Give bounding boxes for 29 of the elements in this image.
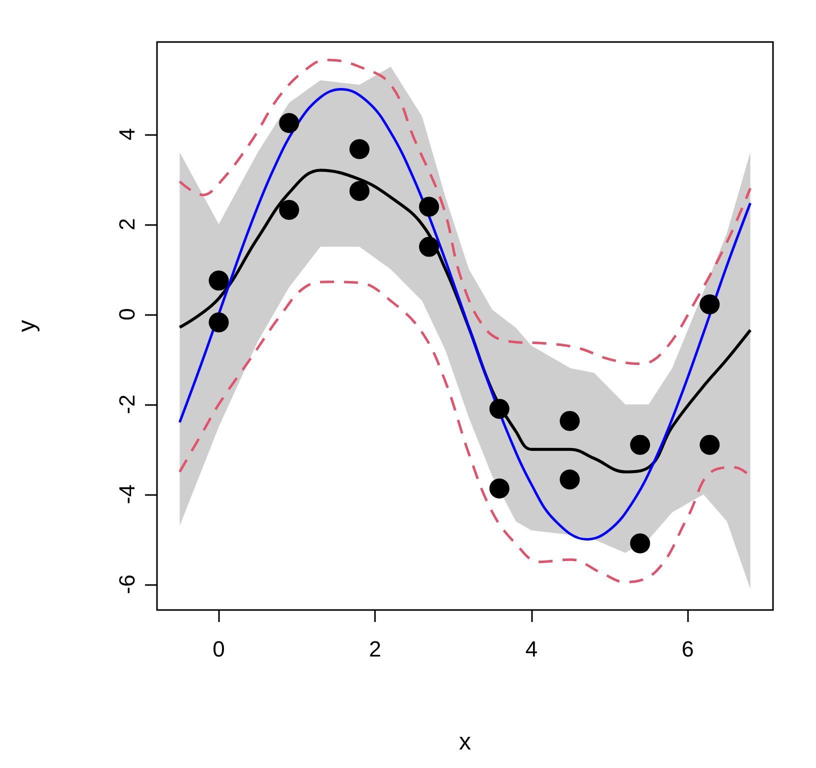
point — [279, 200, 300, 220]
point — [489, 478, 510, 498]
point — [208, 312, 229, 332]
y-tick-label: -4 — [114, 484, 140, 504]
point — [700, 434, 720, 455]
y-tick-label: 4 — [114, 128, 140, 140]
line-series — [178, 58, 752, 366]
x-axis-title: x — [459, 728, 471, 756]
x-tick-label: 6 — [682, 636, 694, 662]
point — [489, 398, 510, 419]
point — [700, 294, 720, 314]
y-tick-label: -6 — [114, 574, 140, 594]
point — [630, 533, 650, 554]
point — [349, 139, 370, 160]
point — [560, 469, 580, 490]
x-tick-label: 0 — [212, 636, 225, 662]
y-tick-label: 0 — [114, 308, 140, 320]
point — [419, 196, 440, 217]
point — [630, 434, 650, 455]
point — [349, 180, 370, 201]
y-axis-title: y — [14, 320, 40, 332]
point — [419, 236, 440, 257]
x-tick-label: 4 — [525, 636, 538, 662]
point — [208, 270, 229, 291]
y-tick-label: -2 — [114, 394, 140, 414]
y-tick-label: 2 — [114, 218, 140, 230]
point — [560, 410, 580, 431]
x-tick-label: 2 — [368, 636, 382, 662]
point — [279, 113, 300, 134]
